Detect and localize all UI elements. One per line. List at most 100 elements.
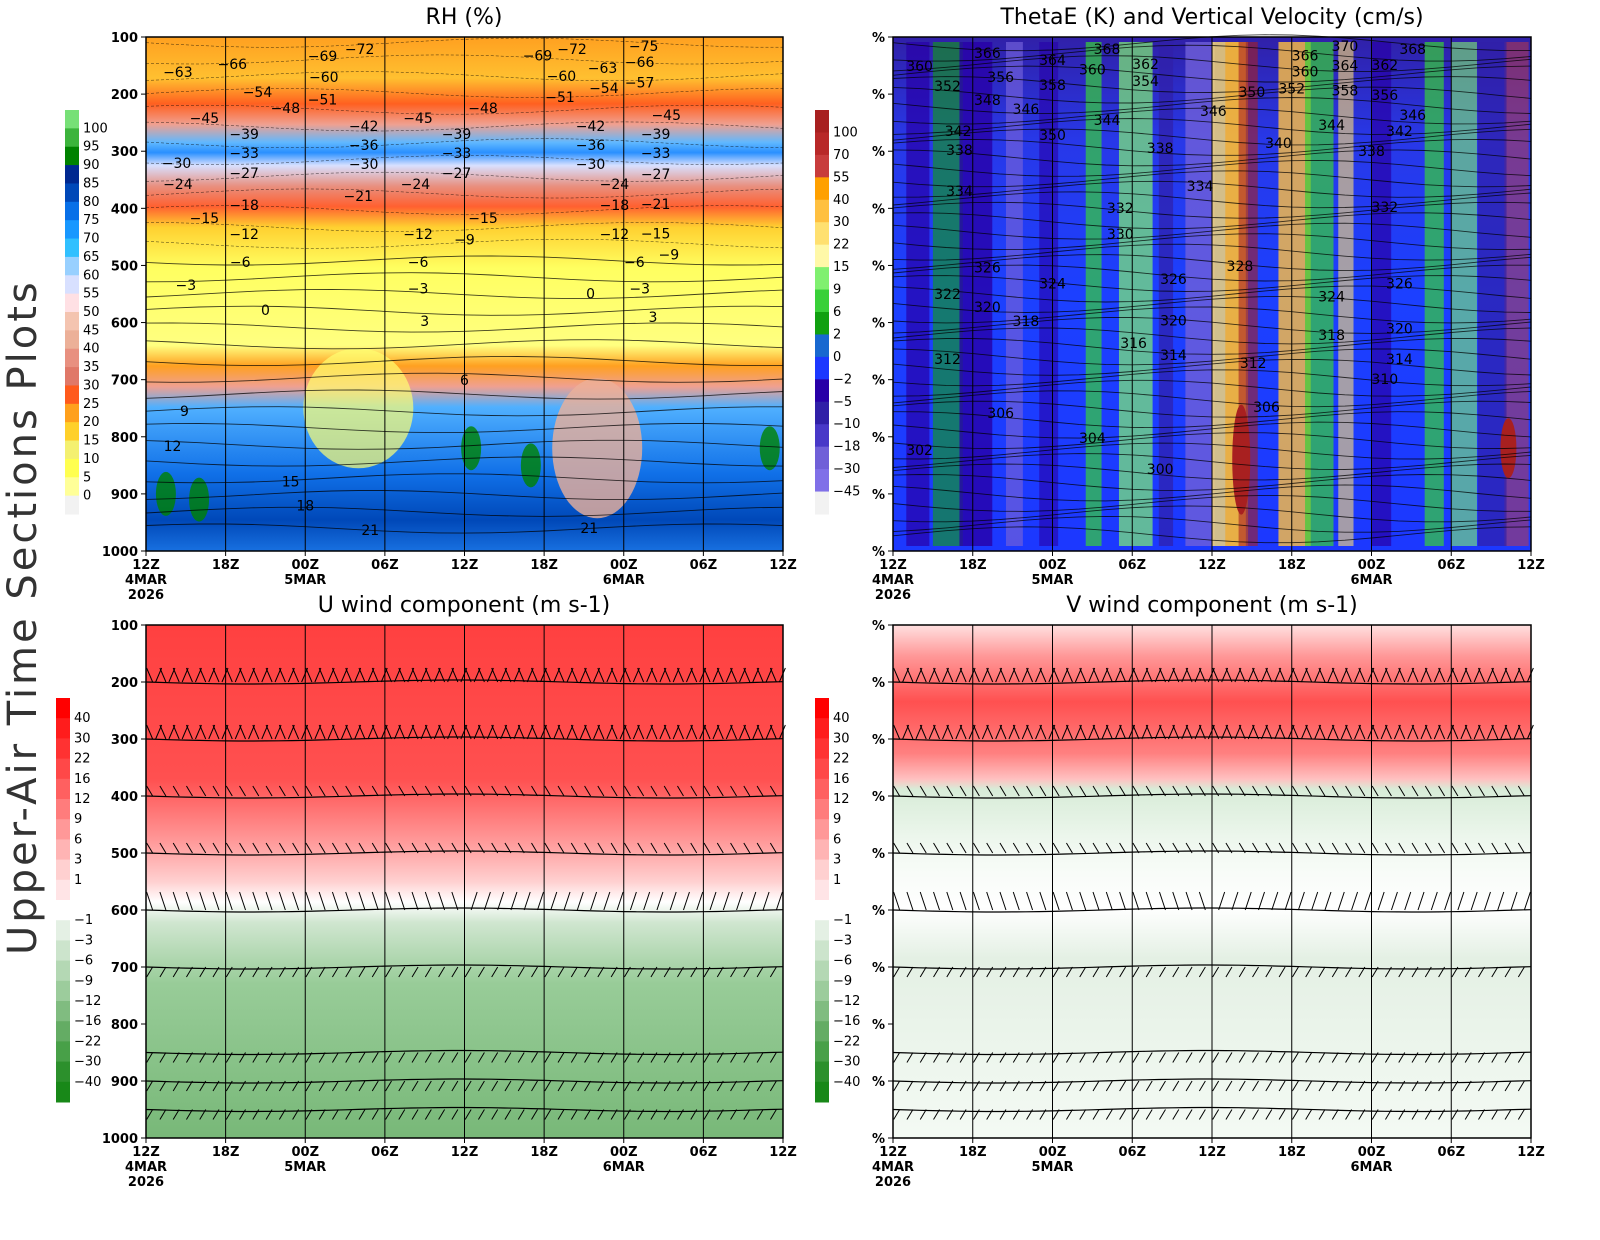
colorbar-swatch: [815, 177, 829, 201]
colorbar-swatch: [65, 293, 79, 313]
wind-barb: [159, 1109, 167, 1120]
colorbar-label: 40: [74, 711, 91, 726]
x-date-label: 4MAR: [125, 573, 167, 588]
panel-title-u-wind: U wind component (m s-1): [318, 593, 611, 618]
wind-barb: [986, 1109, 994, 1120]
wind-barb: [696, 891, 704, 911]
wind-barb: [1331, 1052, 1339, 1063]
colorbar-swatch: [56, 718, 70, 739]
colorbar-swatch: [815, 424, 829, 448]
wind-barb: [172, 1109, 180, 1120]
wind-barb: [1092, 667, 1100, 683]
y-tick-label: %: [872, 488, 885, 503]
x-tick-label: 18Z: [959, 1145, 987, 1160]
wind-barb: [623, 1080, 631, 1092]
wind-barb: [239, 1080, 246, 1092]
wind-barb: [709, 891, 717, 911]
wind-barb: [1478, 842, 1485, 854]
wind-barb: [1451, 667, 1459, 683]
wind-barb: [1451, 1052, 1459, 1063]
contour-label: −51: [308, 92, 338, 108]
wind-barb: [265, 891, 273, 911]
wind-barb: [1145, 842, 1153, 854]
vertical-velocity-region: [1424, 42, 1444, 546]
wind-barb: [504, 1052, 512, 1063]
wind-barb: [1119, 1080, 1127, 1092]
wind-barb: [1411, 1052, 1419, 1063]
wind-barb: [999, 724, 1007, 740]
wind-barb: [1517, 1080, 1525, 1092]
wind-barb: [371, 842, 379, 854]
colorbar-label: 16: [74, 772, 91, 787]
wind-barb-line: [145, 1106, 784, 1113]
wind-barb: [1026, 891, 1034, 911]
contour-label: 310: [1371, 372, 1398, 388]
wind-barb: [756, 785, 764, 797]
wind-barb: [1398, 842, 1406, 854]
wind-barb: [1132, 667, 1140, 683]
wind-barb: [1318, 1080, 1326, 1092]
contour-label: 324: [1318, 289, 1345, 305]
colorbar-label: 6: [74, 832, 82, 847]
contour-label: −45: [403, 111, 433, 127]
wind-barb: [1517, 667, 1525, 683]
wind-barb: [703, 1080, 711, 1092]
wind-barb: [358, 1080, 366, 1092]
wind-barb: [199, 667, 207, 683]
wind-barb: [1159, 966, 1166, 978]
wind-barb: [491, 966, 499, 978]
wind-barb: [1523, 891, 1531, 911]
wind-barb: [1291, 724, 1299, 740]
wind-barb: [199, 785, 207, 797]
wind-barb: [186, 1109, 193, 1120]
contour-line: [145, 88, 784, 98]
wind-barb: [775, 891, 783, 911]
wind-barb: [1291, 966, 1299, 978]
wind-barb: [1238, 842, 1246, 854]
wind-barb: [1105, 785, 1113, 797]
contour-label: 368: [1094, 42, 1121, 58]
wind-barb: [703, 667, 711, 683]
colorbar-label: −9: [74, 974, 93, 989]
y-tick-label: 500: [111, 259, 138, 274]
contour-label: −27: [229, 166, 259, 182]
wind-barb: [398, 966, 406, 978]
wind-barb: [716, 667, 724, 683]
vertical-velocity-region: [1185, 42, 1215, 546]
x-tick-label: 06Z: [690, 558, 718, 573]
wind-barb: [1358, 785, 1366, 797]
wind-barb: [1491, 1109, 1499, 1120]
wind-barb-line: [145, 964, 784, 970]
wind-barb: [464, 1052, 472, 1063]
colorbar-label: 22: [74, 752, 91, 767]
vertical-velocity-region: [1338, 42, 1354, 546]
wind-barb: [185, 891, 193, 911]
x-year-label: 2026: [128, 1175, 164, 1190]
wind-barb: [1052, 842, 1060, 854]
wind-barb: [1012, 724, 1020, 740]
wind-barb: [398, 785, 406, 797]
wind-barb: [451, 966, 459, 978]
wind-barb: [1351, 891, 1359, 911]
wind-barb: [1039, 724, 1047, 740]
wind-barb: [1026, 966, 1033, 978]
wind-barb: [491, 785, 499, 797]
wind-barb: [637, 842, 645, 854]
wind-barb: [1212, 1052, 1220, 1063]
wind-barb: [933, 667, 940, 683]
wind-barb: [946, 966, 954, 978]
contour-label: −24: [163, 177, 193, 193]
wind-barb: [1119, 1052, 1127, 1063]
wind-barb: [483, 891, 491, 911]
wind-barb: [986, 842, 994, 854]
wind-barb: [1411, 842, 1419, 854]
rh-maximum-region: [520, 443, 541, 488]
contour-line: [145, 71, 784, 81]
contour-line: [145, 138, 784, 149]
wind-barb: [186, 785, 193, 797]
wind-barb: [531, 724, 538, 740]
wind-barb: [225, 1052, 233, 1063]
contour-label: 326: [974, 261, 1001, 277]
contour-label: −39: [641, 127, 671, 143]
wind-barb: [1278, 1052, 1286, 1063]
